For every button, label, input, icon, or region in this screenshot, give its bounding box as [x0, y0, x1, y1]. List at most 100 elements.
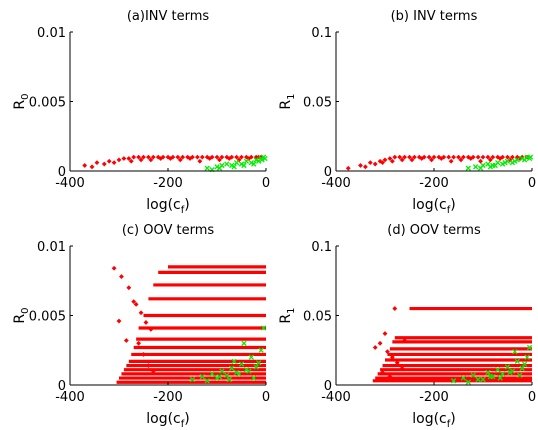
y-tick-label: 0 — [58, 165, 66, 180]
point-s1-2 — [358, 163, 363, 168]
point-s1-4 — [116, 157, 122, 163]
point-s1-44 — [448, 158, 454, 164]
point-s2-3 — [209, 371, 215, 377]
point-s1-14 — [133, 301, 139, 307]
point-s1-49 — [246, 156, 252, 161]
x-axis-label: log(cf) — [412, 197, 456, 216]
point-s2-9 — [238, 361, 245, 367]
point-s2-18 — [236, 371, 242, 377]
point-s1-22 — [204, 154, 210, 160]
point-s1-18 — [446, 154, 452, 160]
point-s1-40 — [409, 157, 415, 163]
point-s1-2 — [94, 160, 100, 166]
point-s1-26 — [485, 154, 491, 160]
point-s2-15 — [465, 379, 471, 385]
point-s1-41 — [419, 156, 425, 161]
panel-title: (b) INV terms — [391, 9, 478, 24]
x-tick-label: -200 — [419, 176, 449, 191]
y-tick-label: 0.01 — [37, 240, 66, 255]
point-s2-20 — [517, 372, 523, 378]
point-s1-2 — [382, 331, 388, 336]
point-s2-9 — [504, 364, 511, 370]
point-s1-45 — [207, 156, 213, 161]
y-tick-label: 0.01 — [37, 26, 66, 41]
point-s2-1 — [465, 165, 471, 171]
point-s2-3 — [470, 372, 476, 378]
point-s1-39 — [399, 157, 405, 163]
point-s1-19 — [451, 154, 456, 160]
point-s2-15 — [231, 164, 237, 170]
point-s1-48 — [236, 157, 242, 163]
point-s1-13 — [160, 154, 166, 160]
panel-title: (a)INV terms — [127, 9, 210, 24]
point-s2-7 — [495, 367, 501, 373]
y-tick-label: 0.05 — [303, 310, 332, 325]
point-s1-36 — [111, 160, 117, 166]
point-s2-22 — [512, 348, 518, 355]
x-tick-label: -200 — [153, 176, 183, 191]
point-s1-37 — [380, 160, 385, 166]
point-s1-28 — [234, 154, 239, 160]
point-s2-20 — [262, 155, 268, 162]
point-s1-12 — [146, 363, 151, 368]
point-s1-40 — [158, 156, 164, 161]
point-s1-5 — [382, 157, 388, 163]
panel-title: (d) OOV terms — [387, 223, 481, 238]
y-axis-label: R0 — [12, 307, 31, 323]
point-s2-5 — [485, 369, 491, 376]
point-s1-13 — [150, 368, 156, 374]
point-s2-2 — [199, 374, 205, 380]
point-s1-25 — [480, 154, 486, 160]
point-s1-7 — [392, 154, 398, 160]
point-s1-47 — [478, 158, 483, 164]
point-s1-10 — [146, 154, 151, 160]
point-s2-17 — [487, 374, 494, 380]
point-s1-11 — [150, 154, 156, 160]
point-s1-6 — [126, 156, 132, 161]
y-tick-label: 0.05 — [303, 96, 332, 111]
point-s1-8 — [399, 365, 405, 371]
point-s1-49 — [497, 156, 503, 161]
point-s1-37 — [128, 158, 134, 164]
y-axis-label: R0 — [12, 93, 31, 109]
point-s2-14 — [477, 165, 484, 171]
point-s2-17 — [502, 160, 508, 166]
point-s1-1 — [82, 163, 88, 168]
point-s1-9 — [380, 370, 385, 375]
point-s1-8 — [136, 154, 141, 160]
point-s2-4 — [480, 376, 486, 383]
point-s2-14 — [526, 344, 533, 351]
point-s2-11 — [248, 354, 254, 360]
point-s2-5 — [219, 368, 225, 374]
point-s1-6 — [143, 320, 149, 325]
point-s1-10 — [407, 154, 412, 160]
point-s2-14 — [260, 325, 267, 331]
point-s1-31 — [510, 154, 515, 160]
point-s2-14 — [216, 165, 223, 171]
point-s1-34 — [89, 164, 95, 170]
x-tick-label: 0 — [262, 176, 270, 191]
x-tick-label: -400 — [55, 176, 85, 191]
point-s1-16 — [175, 154, 181, 160]
y-axis-label: R1 — [278, 93, 297, 109]
x-tick-label: 0 — [528, 390, 536, 405]
point-s2-1 — [189, 376, 196, 383]
x-tick-label: 0 — [528, 176, 536, 191]
point-s1-11 — [412, 154, 417, 160]
point-s1-24 — [214, 154, 220, 160]
point-s2-18 — [497, 375, 503, 381]
point-s2-8 — [243, 158, 250, 164]
point-s1-5 — [138, 310, 144, 316]
point-s1-2 — [119, 274, 124, 279]
point-s2-13 — [524, 354, 530, 360]
point-s1-10 — [136, 340, 141, 346]
point-s1-7 — [394, 360, 400, 366]
x-axis-label: log(cf) — [146, 197, 190, 216]
point-s1-10 — [387, 374, 393, 380]
point-s1-3 — [126, 285, 132, 291]
point-s1-47 — [226, 156, 232, 161]
point-s1-11 — [141, 352, 146, 357]
point-s1-6 — [387, 156, 393, 161]
point-s1-46 — [217, 157, 222, 163]
